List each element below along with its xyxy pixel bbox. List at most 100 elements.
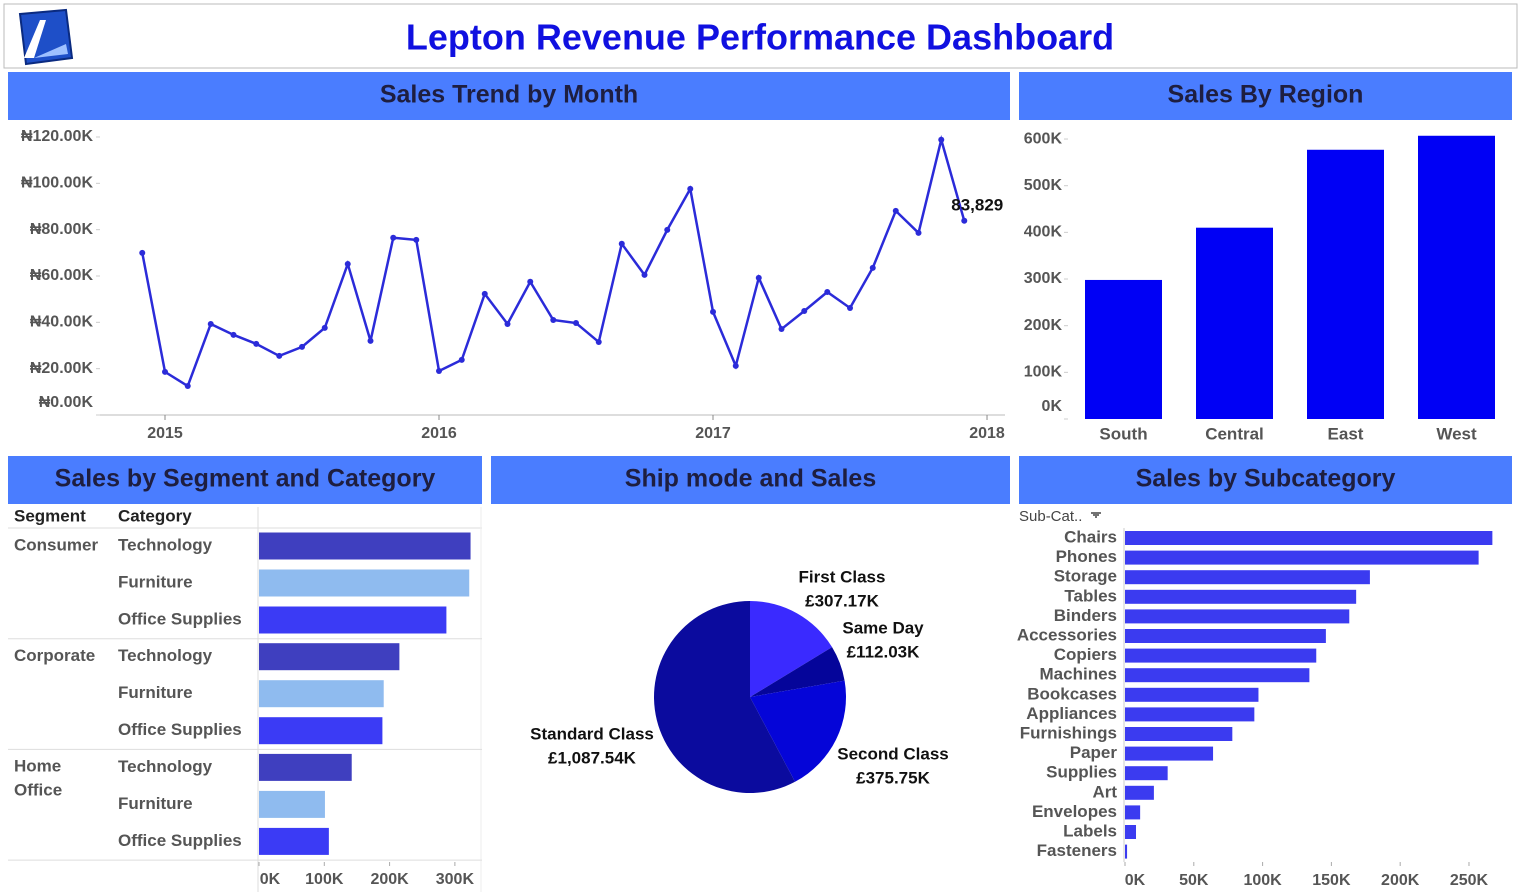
- point: [641, 271, 648, 278]
- point: [961, 217, 968, 224]
- point: [344, 260, 351, 267]
- bar: [1125, 844, 1128, 859]
- point: [618, 240, 625, 247]
- y-tick-label: 0K: [1042, 398, 1063, 415]
- panel-title: Ship mode and Sales: [625, 465, 876, 493]
- point: [573, 320, 580, 327]
- y-tick-label: 100K: [1024, 364, 1063, 381]
- panel-title: Sales by Segment and Category: [55, 465, 436, 493]
- slice-label: Standard Class: [530, 724, 654, 743]
- x-tick-label: West: [1436, 424, 1477, 443]
- category-label: Supplies: [1046, 763, 1117, 782]
- bar: [259, 790, 325, 818]
- category-label: Accessories: [1017, 625, 1117, 644]
- point: [915, 229, 922, 236]
- category-label: Copiers: [1054, 645, 1117, 664]
- category-label: Technology: [118, 646, 213, 665]
- bar: [1125, 785, 1154, 800]
- segment-label: Home Office: [14, 757, 62, 800]
- point: [253, 340, 260, 347]
- x-tick-label: 2017: [695, 425, 731, 442]
- point: [892, 207, 899, 214]
- point: [436, 367, 443, 374]
- point: [184, 383, 191, 390]
- y-tick-label: ₦20.00K: [30, 360, 94, 377]
- bar: [1125, 687, 1259, 702]
- logo: [18, 8, 74, 66]
- bar: [1125, 727, 1233, 741]
- category-label: Tables: [1064, 586, 1117, 605]
- x-tick-label: 2015: [147, 425, 183, 442]
- category-label: Appliances: [1026, 704, 1117, 723]
- x-tick-label: 0K: [260, 871, 281, 888]
- point: [230, 331, 237, 338]
- pie-slice: [654, 601, 796, 794]
- point: [801, 307, 808, 314]
- bar: [259, 717, 383, 745]
- point: [710, 308, 717, 315]
- bar: [259, 827, 329, 855]
- x-tick-label: 250K: [1450, 872, 1489, 889]
- bar: [1125, 531, 1493, 545]
- panel-header: [1019, 456, 1512, 504]
- x-tick-label: South: [1099, 424, 1147, 443]
- point: [207, 320, 214, 327]
- bar: [259, 753, 352, 781]
- point: [299, 343, 306, 350]
- y-tick-label: ₦40.00K: [30, 314, 94, 331]
- x-tick-label: 0K: [1125, 872, 1146, 889]
- bar: [1125, 550, 1479, 565]
- point: [550, 317, 557, 324]
- data-label: 83,829: [951, 195, 1003, 214]
- category-label: Office Supplies: [118, 609, 242, 628]
- pie-slice: [750, 601, 833, 697]
- panel-title: Sales by Subcategory: [1136, 465, 1396, 493]
- category-label: Machines: [1040, 665, 1117, 684]
- point: [595, 339, 602, 346]
- point: [458, 356, 465, 363]
- x-tick-label: 200K: [1381, 872, 1420, 889]
- bar: [1125, 629, 1326, 643]
- category-label: Envelopes: [1032, 802, 1117, 821]
- category-label: Chairs: [1064, 527, 1117, 546]
- bar: [1125, 609, 1350, 624]
- category-label: Furniture: [118, 683, 193, 702]
- point: [276, 352, 283, 359]
- x-tick-label: 100K: [305, 871, 344, 888]
- bar: [1125, 570, 1370, 585]
- x-tick-label: 2018: [969, 425, 1005, 442]
- row-header: Segment: [14, 506, 86, 525]
- bar: [1196, 227, 1273, 419]
- point: [824, 288, 831, 295]
- y-tick-label: 200K: [1024, 317, 1063, 334]
- category-label: Bookcases: [1027, 684, 1117, 703]
- slice-label: Second Class: [837, 744, 949, 763]
- sales-line: [141, 134, 966, 388]
- category-label: Furnishings: [1020, 723, 1117, 742]
- point: [321, 324, 328, 331]
- bar: [259, 606, 447, 634]
- slice-value: £1,087.54K: [548, 748, 637, 767]
- x-tick-label: East: [1328, 424, 1364, 443]
- bar: [1307, 149, 1384, 420]
- point: [869, 264, 876, 271]
- y-tick-label: ₦120.00K: [21, 128, 93, 145]
- panel-header: [1019, 72, 1512, 120]
- point: [504, 320, 511, 327]
- point: [367, 337, 374, 344]
- bar: [1125, 746, 1214, 761]
- y-tick-label: ₦0.00K: [39, 394, 94, 411]
- point: [527, 278, 534, 285]
- panel-title: Sales By Region: [1168, 81, 1364, 109]
- category-label: Furniture: [118, 794, 193, 813]
- category-label: Office Supplies: [118, 720, 242, 739]
- point: [732, 362, 739, 369]
- dashboard-title: Lepton Revenue Performance Dashboard: [406, 17, 1114, 58]
- point: [413, 236, 420, 243]
- point: [755, 274, 762, 281]
- x-tick-label: 150K: [1312, 872, 1351, 889]
- category-label: Technology: [118, 535, 213, 554]
- header-box: [3, 3, 1518, 69]
- bar: [259, 643, 400, 671]
